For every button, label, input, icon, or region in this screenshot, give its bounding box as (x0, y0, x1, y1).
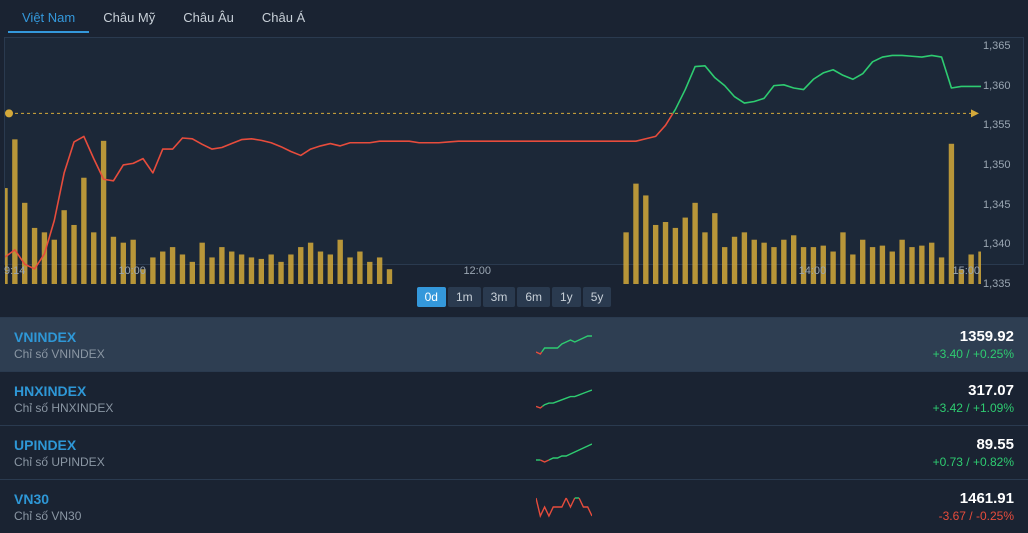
range-btn-3m[interactable]: 3m (483, 287, 516, 307)
sparkline (326, 496, 802, 518)
chart-x-axis: 9:14 10:00 12:00 14:00 15:00 (4, 265, 980, 282)
index-info: VNINDEX Chỉ số VNINDEX (14, 329, 314, 361)
tab-region-3[interactable]: Châu Á (248, 4, 319, 33)
range-btn-6m[interactable]: 6m (517, 287, 550, 307)
index-price: 1461.91 (814, 490, 1014, 507)
range-btn-5y[interactable]: 5y (583, 287, 612, 307)
index-values: 317.07 +3.42 / +1.09% (814, 382, 1014, 415)
main-chart: 1,3351,3401,3451,3501,3551,3601,365 (4, 37, 1024, 265)
sparkline (326, 388, 802, 410)
y-tick: 1,360 (983, 80, 1011, 92)
index-desc: Chỉ số VN30 (14, 509, 314, 523)
y-tick: 1,345 (983, 199, 1011, 211)
index-values: 89.55 +0.73 / +0.82% (814, 436, 1014, 469)
tab-region-2[interactable]: Châu Âu (169, 4, 248, 33)
index-desc: Chỉ số VNINDEX (14, 347, 314, 361)
index-row-hnxindex[interactable]: HNXINDEX Chỉ số HNXINDEX 317.07 +3.42 / +1.… (0, 371, 1028, 425)
index-symbol: VN30 (14, 491, 314, 507)
sparkline (326, 442, 802, 464)
index-change: +0.73 / +0.82% (814, 455, 1014, 469)
index-row-vn30[interactable]: VN30 Chỉ số VN30 1461.91 -3.67 / -0.25% (0, 479, 1028, 533)
index-change: +3.42 / +1.09% (814, 401, 1014, 415)
index-desc: Chỉ số UPINDEX (14, 455, 314, 469)
index-symbol: VNINDEX (14, 329, 314, 345)
index-values: 1461.91 -3.67 / -0.25% (814, 490, 1014, 523)
x-tick: 12:00 (463, 265, 491, 277)
x-tick: 14:00 (799, 265, 827, 277)
x-tick: 9:14 (4, 265, 25, 277)
x-tick: 15:00 (952, 265, 980, 277)
index-change: +3.40 / +0.25% (814, 347, 1014, 361)
y-tick: 1,340 (983, 238, 1011, 250)
chart-y-axis: 1,3351,3401,3451,3501,3551,3601,365 (979, 38, 1023, 264)
range-btn-1y[interactable]: 1y (552, 287, 581, 307)
index-price: 317.07 (814, 382, 1014, 399)
index-symbol: UPINDEX (14, 437, 314, 453)
tab-region-0[interactable]: Việt Nam (8, 4, 89, 33)
sparkline (326, 334, 802, 356)
range-btn-0d[interactable]: 0d (417, 287, 446, 307)
chart-plot-area[interactable] (5, 38, 979, 264)
index-desc: Chỉ số HNXINDEX (14, 401, 314, 415)
range-btn-1m[interactable]: 1m (448, 287, 481, 307)
index-list: VNINDEX Chỉ số VNINDEX 1359.92 +3.40 / +0.2… (0, 317, 1028, 533)
tab-region-1[interactable]: Châu Mỹ (89, 4, 169, 33)
y-tick: 1,365 (983, 40, 1011, 52)
region-tabs: Việt NamChâu MỹChâu ÂuChâu Á (0, 0, 1028, 33)
index-change: -3.67 / -0.25% (814, 509, 1014, 523)
index-info: HNXINDEX Chỉ số HNXINDEX (14, 383, 314, 415)
x-tick: 10:00 (118, 265, 146, 277)
index-symbol: HNXINDEX (14, 383, 314, 399)
index-price: 1359.92 (814, 328, 1014, 345)
y-tick: 1,355 (983, 119, 1011, 131)
index-price: 89.55 (814, 436, 1014, 453)
y-tick: 1,335 (983, 278, 1011, 290)
app-root: Việt NamChâu MỹChâu ÂuChâu Á 1,335 1,340 1… (0, 0, 1028, 533)
y-tick: 1,350 (983, 159, 1011, 171)
index-row-vnindex[interactable]: VNINDEX Chỉ số VNINDEX 1359.92 +3.40 / +0.2… (0, 317, 1028, 371)
index-values: 1359.92 +3.40 / +0.25% (814, 328, 1014, 361)
index-info: VN30 Chỉ số VN30 (14, 491, 314, 523)
index-info: UPINDEX Chỉ số UPINDEX (14, 437, 314, 469)
range-selector: 0d1m3m6m1y5y (0, 281, 1028, 317)
index-row-upindex[interactable]: UPINDEX Chỉ số UPINDEX 89.55 +0.73 / +0.82% (0, 425, 1028, 479)
